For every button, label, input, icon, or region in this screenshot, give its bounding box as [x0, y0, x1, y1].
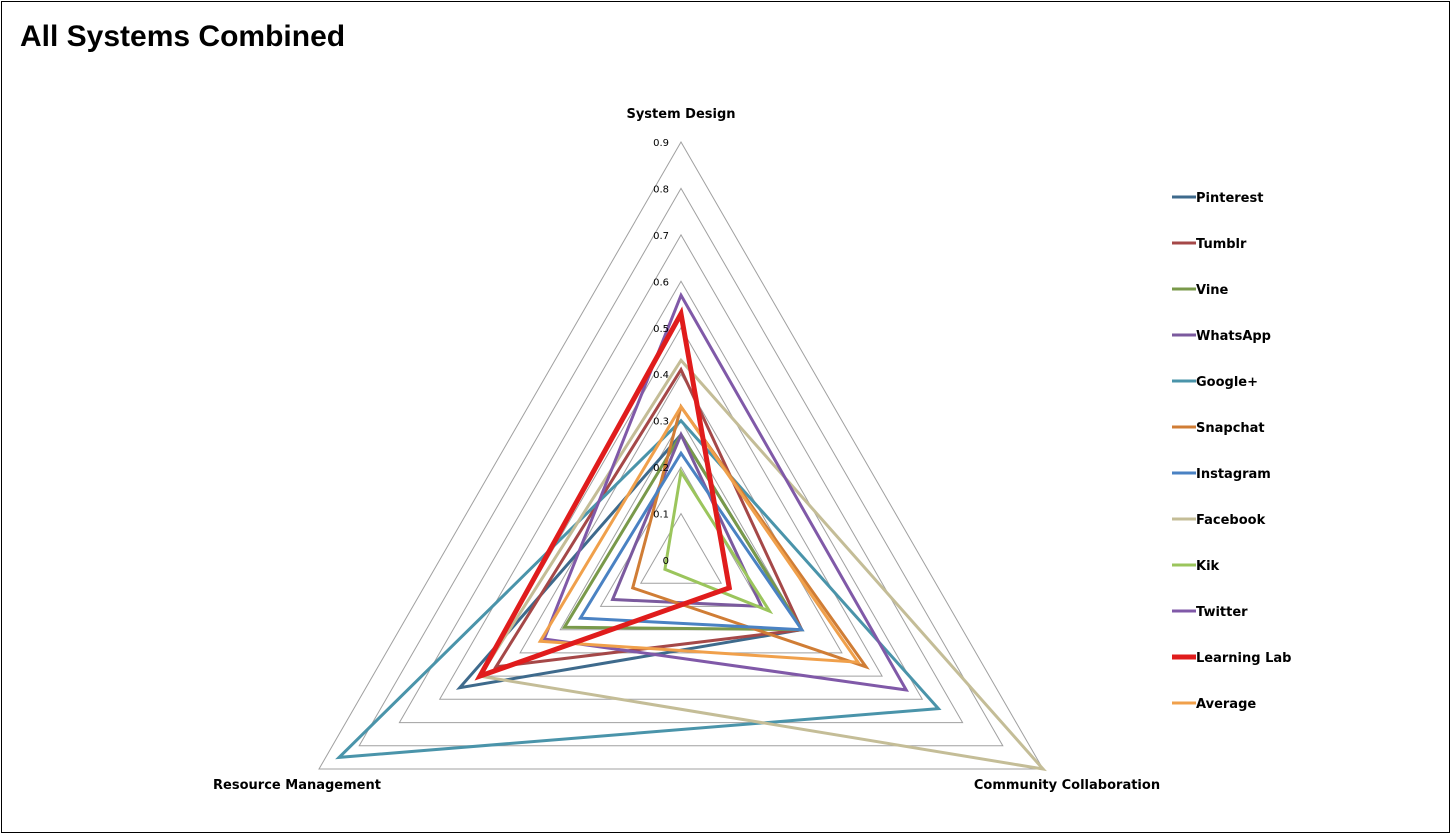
legend-label: WhatsApp	[1196, 329, 1271, 344]
chart-title: All Systems Combined	[20, 20, 346, 53]
grid-ring	[398, 233, 964, 724]
series-twitter	[542, 291, 910, 692]
legend-label: Tumblr	[1196, 237, 1247, 252]
legend-label: Snapchat	[1196, 421, 1265, 436]
grid-ring	[358, 187, 1004, 747]
axis-label-0: System Design	[626, 107, 735, 122]
legend-label: Pinterest	[1196, 191, 1263, 206]
radar-grid	[318, 141, 1044, 770]
tick-labels: 0 0.1 0.2 0.3 0.4 0.5 0.6 0.7 0.8 0.9	[653, 138, 669, 567]
legend-label: Twitter	[1196, 605, 1248, 620]
grid-ring	[479, 326, 883, 677]
grid-ring	[519, 373, 843, 654]
grid-ring	[318, 141, 1044, 770]
tick-label: 0.8	[653, 184, 669, 195]
radar-series	[335, 291, 1047, 772]
axis-label-2: Resource Management	[213, 778, 381, 793]
tick-label: 0.2	[653, 463, 669, 474]
tick-label: 0.6	[653, 277, 669, 288]
series-facebook	[477, 357, 1047, 772]
tick-label: 0.3	[653, 417, 669, 428]
series-instagram	[577, 450, 805, 632]
tick-label: 0.5	[653, 324, 669, 335]
grid-ring	[438, 280, 924, 700]
legend-label: Average	[1196, 697, 1256, 712]
series-vine	[561, 431, 805, 632]
legend-label: Facebook	[1196, 513, 1266, 528]
series-google-	[335, 418, 942, 760]
axis-labels: System Design Community Collaboration Reso…	[213, 107, 1160, 793]
axis-label-1: Community Collaboration	[974, 778, 1160, 793]
tick-label: 0.9	[653, 138, 669, 149]
tick-label: 0.7	[653, 231, 669, 242]
series-average	[537, 403, 862, 664]
tick-label: 0.4	[653, 370, 669, 381]
tick-label: 0.1	[653, 510, 669, 521]
series-learning-lab	[474, 306, 733, 681]
legend-label: Instagram	[1196, 467, 1271, 482]
legend-label: Google+	[1196, 375, 1258, 390]
tick-label: 0	[663, 556, 669, 567]
legend-label: Learning Lab	[1196, 651, 1291, 666]
legend-label: Vine	[1196, 283, 1229, 298]
legend-label: Kik	[1196, 559, 1220, 574]
grid-ring	[639, 512, 723, 584]
legend: Pinterest Tumblr Vine WhatsApp Google+ Snapch…	[1172, 191, 1291, 712]
